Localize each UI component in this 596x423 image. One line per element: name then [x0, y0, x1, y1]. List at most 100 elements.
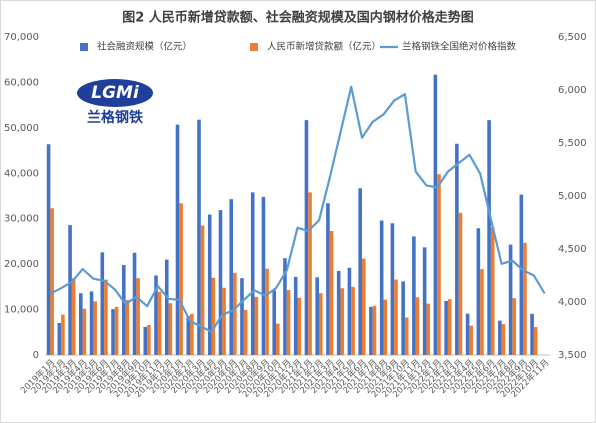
bar	[186, 316, 191, 355]
bar	[93, 301, 97, 355]
bar	[394, 279, 398, 355]
bar	[250, 192, 255, 355]
legend-swatch	[250, 43, 258, 51]
bar	[369, 306, 373, 355]
bar	[401, 281, 405, 355]
bar	[458, 212, 463, 355]
bar	[297, 297, 302, 355]
y2-tick-label: 6,000	[558, 85, 587, 96]
bar	[533, 327, 538, 355]
bar	[218, 210, 223, 355]
bar	[304, 120, 309, 356]
bar	[233, 272, 237, 355]
bar	[89, 291, 94, 355]
legend-swatch	[80, 43, 88, 51]
y-tick-label: 70,000	[4, 32, 39, 43]
bar	[286, 290, 291, 355]
bar	[501, 324, 506, 355]
bar	[326, 203, 330, 355]
line-series	[49, 85, 546, 333]
bar	[243, 309, 248, 355]
bar	[444, 300, 448, 355]
bar	[200, 225, 205, 355]
bar	[512, 298, 516, 355]
bar	[340, 288, 345, 355]
bar	[308, 192, 312, 355]
y-tick-label: 30,000	[4, 214, 39, 225]
bar	[519, 194, 524, 355]
bar	[390, 223, 395, 355]
bar	[207, 214, 212, 355]
y-tick-label: 40,000	[4, 168, 39, 179]
legend-label: 人民币新增贷款额（亿元）	[267, 41, 381, 53]
bar	[523, 242, 527, 355]
bar	[265, 268, 269, 355]
bar	[254, 296, 259, 355]
y2-tick-label: 5,500	[558, 138, 587, 149]
bar	[498, 320, 502, 355]
bar	[318, 293, 323, 355]
bar	[383, 299, 388, 355]
bar	[164, 259, 169, 355]
bar	[476, 228, 481, 355]
bar	[487, 120, 491, 356]
bar	[104, 279, 108, 355]
bar	[404, 317, 409, 355]
bar	[79, 293, 83, 355]
bar	[426, 303, 431, 355]
bar	[469, 325, 474, 355]
bar	[293, 276, 298, 355]
y-tick-label: 10,000	[4, 305, 39, 316]
bar	[121, 265, 126, 355]
bar	[197, 119, 201, 356]
bar	[329, 230, 334, 355]
bar	[412, 236, 416, 355]
bar	[71, 278, 76, 355]
bar	[143, 326, 148, 355]
y2-tick-label: 4,000	[558, 297, 587, 308]
bar	[222, 287, 226, 355]
bar	[68, 225, 72, 355]
y-tick-label: 50,000	[4, 123, 39, 134]
y2-tick-label: 3,500	[558, 350, 587, 361]
bar	[46, 144, 51, 355]
bar	[508, 244, 513, 355]
bar	[82, 308, 87, 355]
bar	[336, 270, 341, 355]
bar	[100, 252, 105, 355]
bar	[147, 324, 151, 355]
bar	[125, 300, 130, 355]
bar	[50, 208, 54, 355]
bar	[229, 199, 234, 355]
logo-name: 兰格钢铁	[87, 109, 143, 126]
bar	[490, 227, 495, 355]
bar	[351, 286, 355, 355]
bar	[358, 188, 362, 355]
bar	[240, 278, 244, 355]
logo-badge	[77, 79, 153, 107]
bar	[283, 258, 287, 355]
y-tick-label: 20,000	[4, 259, 39, 270]
bar	[379, 220, 384, 355]
y2-tick-label: 4,500	[558, 244, 587, 255]
logo-mark: LGMi	[91, 83, 140, 103]
bar	[57, 323, 62, 355]
bar	[530, 313, 534, 355]
bar	[455, 143, 459, 355]
legend-label: 社会融资规模（亿元）	[97, 41, 192, 53]
y2-tick-label: 5,000	[558, 191, 587, 202]
bar	[465, 313, 470, 355]
bar	[261, 196, 266, 355]
bar	[272, 290, 277, 355]
bar	[276, 323, 280, 355]
logo: LGMi 兰格钢铁	[77, 79, 153, 126]
y-tick-label: 0	[33, 350, 39, 361]
bar	[211, 277, 216, 355]
bar	[372, 305, 377, 355]
y2-tick-label: 6,500	[558, 32, 587, 43]
bar	[175, 124, 180, 355]
bar	[136, 278, 140, 355]
bar	[480, 269, 484, 355]
bar	[114, 306, 119, 355]
